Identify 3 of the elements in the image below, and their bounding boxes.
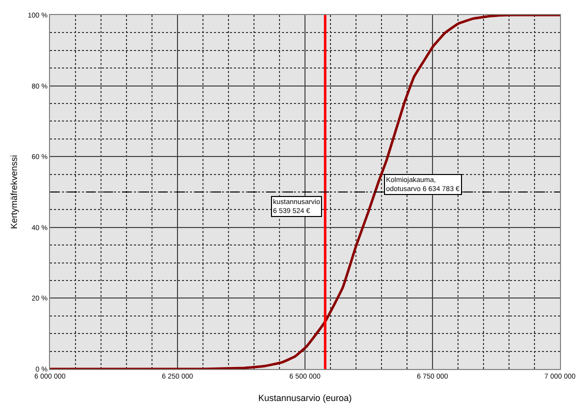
line-series bbox=[50, 15, 560, 369]
y-axis-title: Kertymäfrekvenssi bbox=[9, 154, 20, 230]
x-axis-title: Kustannusarvio (euroa) bbox=[258, 393, 352, 404]
